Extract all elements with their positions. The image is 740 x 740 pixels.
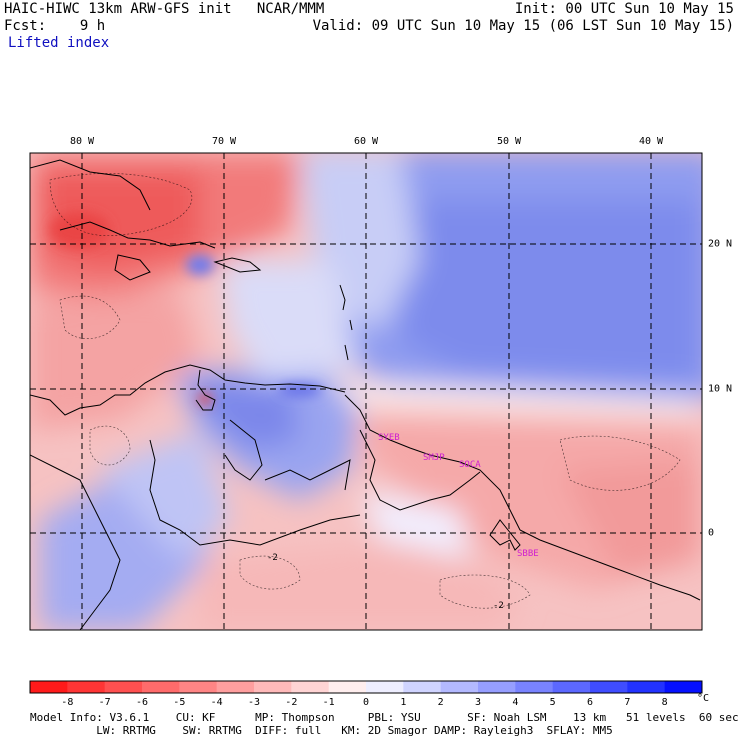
colorbar-tick-label: -5 bbox=[173, 697, 186, 708]
colorbar-swatch bbox=[366, 681, 404, 693]
lon-label: 50 W bbox=[496, 136, 522, 147]
lat-label: 20 N bbox=[708, 238, 733, 250]
colorbar-swatch bbox=[627, 681, 666, 693]
colorbar-tick-label: -6 bbox=[135, 697, 149, 708]
lat-label: 10 N bbox=[708, 383, 733, 395]
colorbar-swatch bbox=[291, 681, 330, 693]
colorbar-swatch bbox=[67, 681, 106, 693]
colorbar-frame bbox=[29, 680, 703, 694]
lon-label: 40 W bbox=[638, 136, 664, 147]
colorbar bbox=[29, 680, 703, 694]
contour-label: -2 bbox=[493, 601, 504, 611]
colorbar-tick-label: 8 bbox=[661, 697, 668, 708]
colorbar-tick-label: 0 bbox=[362, 697, 370, 708]
colorbar-tick-label: -1 bbox=[322, 697, 335, 708]
station-labels: SYEB SMJP SOCA SBBE bbox=[378, 433, 539, 559]
colorbar-tick-label: 1 bbox=[400, 697, 407, 708]
station-label: SBBE bbox=[517, 549, 539, 559]
colorbar-tick-label: 2 bbox=[437, 697, 444, 708]
colorbar-tick-label: 3 bbox=[474, 697, 482, 708]
lon-label: 60 W bbox=[353, 136, 379, 147]
model-title: HAIC-HIWC 13km ARW-GFS init NCAR/MMM bbox=[4, 1, 325, 17]
colorbar-tick-label: 5 bbox=[549, 697, 556, 708]
station-label: SYEB bbox=[378, 433, 400, 443]
station-label: SOCA bbox=[459, 460, 481, 470]
colorbar-tick-label: -4 bbox=[210, 697, 223, 708]
coastlines bbox=[30, 159, 701, 630]
colorbar-swatch bbox=[664, 681, 703, 693]
contour-label: -2 bbox=[267, 553, 278, 563]
field-name: Lifted index bbox=[8, 35, 110, 51]
colorbar-swatch bbox=[552, 681, 591, 693]
shaded-field bbox=[30, 153, 702, 630]
lon-label: 70 W bbox=[211, 136, 237, 147]
lat-label: 0 bbox=[708, 527, 715, 539]
valid-time: Valid: 09 UTC Sun 10 May 15 (06 LST Sun … bbox=[312, 18, 734, 34]
colorbar-swatch bbox=[328, 681, 367, 693]
colorbar-tick-label: 6 bbox=[586, 697, 594, 708]
colorbar-swatch bbox=[142, 681, 180, 693]
colorbar-swatch bbox=[440, 681, 479, 693]
colorbar-tick-label: 7 bbox=[624, 697, 631, 708]
colorbar-swatch bbox=[403, 681, 442, 693]
colorbar-swatch bbox=[478, 681, 516, 693]
lon-label: 80 W bbox=[69, 136, 95, 147]
model-info-line2: LW: RRTMG SW: RRTMG DIFF: full KM: 2D Sm… bbox=[30, 724, 613, 737]
colorbar-swatch bbox=[30, 681, 68, 693]
colorbar-tick-label: -7 bbox=[98, 697, 111, 708]
forecast-hour: Fcst: 9 h bbox=[4, 18, 106, 34]
colorbar-swatch bbox=[179, 681, 218, 693]
colorbar-swatch bbox=[254, 681, 292, 693]
model-info-line1: Model Info: V3.6.1 CU: KF MP: Thompson P… bbox=[30, 711, 739, 724]
colorbar-tick-label: -2 bbox=[285, 697, 298, 708]
colorbar-swatch bbox=[590, 681, 628, 693]
colorbar-swatch bbox=[515, 681, 554, 693]
map-frame bbox=[29, 152, 703, 631]
colorbar-swatch bbox=[216, 681, 255, 693]
colorbar-tick-label: -8 bbox=[61, 697, 74, 708]
colorbar-tick-label: 4 bbox=[512, 697, 519, 708]
station-label: SMJP bbox=[423, 453, 445, 463]
init-time: Init: 00 UTC Sun 10 May 15 bbox=[514, 1, 734, 17]
colorbar-unit: °C bbox=[697, 693, 710, 704]
graticule bbox=[30, 153, 702, 630]
colorbar-swatch bbox=[104, 681, 143, 693]
colorbar-tick-label: -3 bbox=[247, 697, 261, 708]
